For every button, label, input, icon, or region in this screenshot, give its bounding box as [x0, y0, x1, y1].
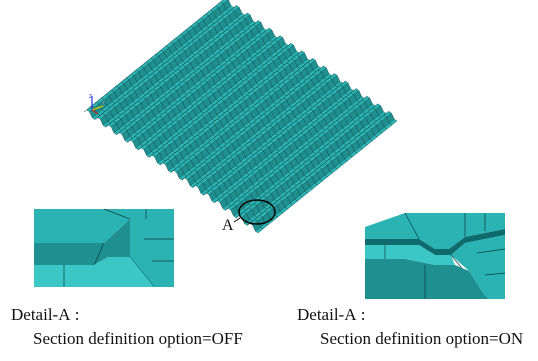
detail-a-on-image	[365, 209, 505, 299]
triad-z-label: Z	[89, 94, 92, 100]
detail-on-title: Detail-A :	[297, 305, 366, 324]
triad-y-label: Y	[102, 100, 106, 106]
mesh-element	[389, 118, 398, 126]
detail-a-callout-ellipse	[238, 199, 276, 225]
panel-surface	[83, 0, 398, 234]
mesh-element	[220, 0, 229, 4]
detail-a-callout-label: A	[222, 217, 234, 234]
detail-a-leader-line	[233, 217, 241, 223]
detail-off-title: Detail-A :	[11, 305, 80, 324]
detail-on-subtitle: Section definition option=ON	[320, 329, 524, 348]
coordinate-triad-icon: Z Y	[89, 94, 106, 115]
detail-a-off-image	[34, 209, 174, 287]
detail-off-subtitle: Section definition option=OFF	[33, 329, 243, 348]
